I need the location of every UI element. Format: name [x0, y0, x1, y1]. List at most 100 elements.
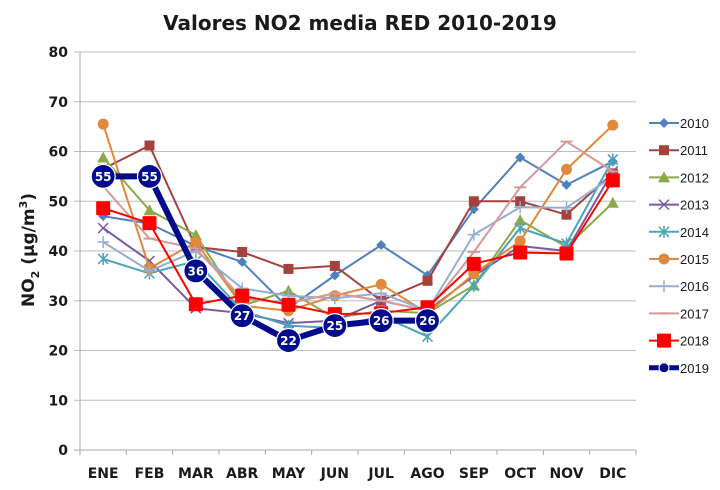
legend-swatch-marker [658, 280, 670, 293]
x-tick-label: MAR [178, 466, 214, 482]
data-point-2016 [560, 201, 573, 214]
data-point-2016 [143, 264, 156, 277]
data-point-2019 [136, 163, 163, 189]
y-tick-label: 60 [49, 145, 69, 161]
data-point-2015 [514, 235, 526, 247]
legend-item-2019: 2019 [649, 361, 709, 376]
legend-item-2016: 2016 [649, 279, 709, 294]
data-point-2010 [561, 179, 572, 190]
series-line-2015 [102, 123, 614, 315]
legend-label: 2018 [680, 334, 709, 349]
data-point-2018 [142, 216, 157, 231]
legend-item-2010: 2010 [649, 116, 709, 131]
series-line-2013 [102, 170, 614, 325]
data-point-2012 [143, 204, 156, 216]
data-label-2019: 55 [95, 170, 112, 184]
data-point-2016 [189, 245, 202, 257]
legend: 2010 2011 2012 2013 2014 2015 2016 2017 2018 2019 [649, 116, 709, 376]
data-point-2016 [97, 236, 110, 249]
data-point-2015 [561, 163, 572, 175]
legend-item-2015: 2015 [649, 252, 709, 267]
data-point-2011 [237, 246, 248, 257]
data-point-2018 [513, 245, 528, 260]
y-tick-label: 40 [49, 244, 69, 260]
legend-item-2012: 2012 [649, 170, 709, 185]
legend-label: 2014 [680, 225, 709, 240]
legend-swatch-marker [659, 118, 669, 128]
data-point-2011 [422, 275, 433, 286]
data-point-2012 [189, 229, 202, 241]
data-point-2015 [607, 119, 619, 131]
series-layer: 55 55 36 27 22 25 26 26 [90, 118, 620, 354]
data-point-2019 [90, 163, 116, 189]
data-point-2016 [467, 228, 480, 241]
y-tick-label: 10 [49, 393, 69, 409]
y-tick-label: 70 [49, 95, 69, 111]
legend-label: 2015 [680, 252, 709, 267]
gridlines [74, 51, 636, 451]
data-point-2019 [368, 308, 394, 334]
legend-label: 2017 [680, 306, 709, 321]
data-label-2019: 27 [234, 309, 251, 323]
legend-label: 2010 [680, 116, 709, 131]
data-point-2012 [97, 151, 110, 163]
data-point-2011 [329, 260, 340, 271]
data-point-2018 [235, 288, 250, 303]
x-tick-label: MAY [272, 466, 306, 482]
data-point-2011 [468, 196, 479, 207]
data-label-2019: 36 [187, 264, 204, 278]
data-point-2015 [468, 268, 480, 280]
data-point-2015 [190, 236, 202, 248]
data-point-2013 [97, 222, 109, 234]
legend-item-2011: 2011 [649, 143, 708, 158]
data-point-2018 [188, 297, 203, 312]
data-point-2018 [605, 173, 620, 188]
x-axis-ticks: ENE FEB MAR ABR MAY JUN JUL AGO SEP OCT NOV DIC [79, 450, 637, 482]
legend-swatch-marker [658, 225, 670, 238]
data-point-2018 [96, 201, 111, 216]
y-tick-label: 30 [49, 294, 69, 310]
data-point-2014 [97, 252, 109, 265]
legend-swatch-marker [658, 253, 670, 265]
legend-item-2017: 2017 [649, 306, 709, 321]
legend-label: 2019 [680, 361, 709, 376]
y-tick-label: 80 [49, 45, 69, 61]
data-label-2019: 55 [141, 170, 158, 184]
legend-swatch-marker [658, 362, 670, 374]
y-tick-label: 20 [49, 344, 69, 360]
data-point-2019 [229, 303, 255, 329]
data-point-2011 [144, 140, 155, 151]
series-line-2017 [102, 140, 614, 312]
series-2011 [98, 140, 618, 306]
y-label-main: NO [19, 278, 39, 307]
y-label-close: ) [19, 193, 39, 201]
x-tick-label: NOV [549, 466, 583, 482]
legend-item-2018: 2018 [649, 333, 709, 349]
x-tick-label: OCT [504, 466, 536, 482]
legend-label: 2012 [680, 170, 709, 185]
data-point-2016 [375, 287, 388, 300]
y-axis-label: NO2 (µg/m3) [17, 193, 42, 307]
data-point-2015 [97, 118, 109, 130]
chart-title: Valores NO2 media RED 2010-2019 [163, 11, 557, 35]
data-point-2010 [329, 270, 340, 281]
x-tick-label: ABR [226, 466, 259, 482]
legend-label: 2011 [680, 143, 708, 158]
data-point-2018 [559, 246, 574, 261]
series-line-2018 [102, 179, 614, 316]
y-tick-label: 0 [58, 443, 68, 459]
data-point-2018 [466, 256, 481, 271]
x-tick-label: JUL [367, 466, 394, 482]
legend-item-2014: 2014 [649, 225, 709, 240]
series-2013 [97, 165, 619, 329]
data-point-2015 [375, 278, 387, 290]
y-label-unit: (µg/m [19, 208, 39, 270]
legend-swatch-marker [658, 199, 670, 211]
legend-swatch-marker [658, 171, 670, 183]
legend-swatch-marker [657, 333, 671, 348]
data-point-2019 [414, 308, 441, 334]
x-tick-label: FEB [135, 466, 165, 482]
series-2018 [96, 173, 620, 322]
data-point-2014 [468, 279, 480, 292]
data-point-2019 [183, 258, 209, 284]
